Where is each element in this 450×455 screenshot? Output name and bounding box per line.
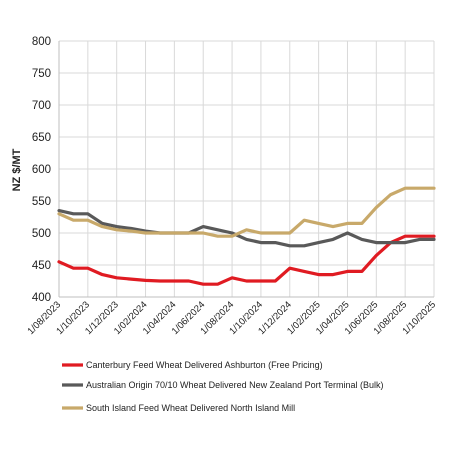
legend-label: South Island Feed Wheat Delivered North … bbox=[86, 403, 295, 413]
legend-label: Canterbury Feed Wheat Delivered Ashburto… bbox=[86, 360, 323, 370]
gridlines bbox=[58, 40, 435, 297]
y-tick-label: 400 bbox=[32, 292, 51, 304]
series-lines bbox=[57, 186, 436, 286]
y-tick-label: 600 bbox=[32, 164, 51, 176]
y-tick-label: 550 bbox=[32, 196, 51, 208]
y-tick-label: 750 bbox=[32, 68, 51, 80]
y-tick-label: 450 bbox=[32, 260, 51, 272]
series-line-2 bbox=[57, 209, 436, 248]
series-line-3 bbox=[57, 186, 436, 238]
legend-label: Australian Origin 70/10 Wheat Delivered … bbox=[86, 380, 383, 390]
y-tick-label: 800 bbox=[32, 36, 51, 48]
y-tick-label: 500 bbox=[32, 228, 51, 240]
y-axis-label: NZ $/MT bbox=[11, 148, 23, 191]
y-tick-label: 700 bbox=[32, 100, 51, 112]
y-tick-label: 650 bbox=[32, 132, 51, 144]
series-line-1 bbox=[57, 234, 436, 286]
legend: Canterbury Feed Wheat Delivered Ashburto… bbox=[62, 360, 383, 413]
